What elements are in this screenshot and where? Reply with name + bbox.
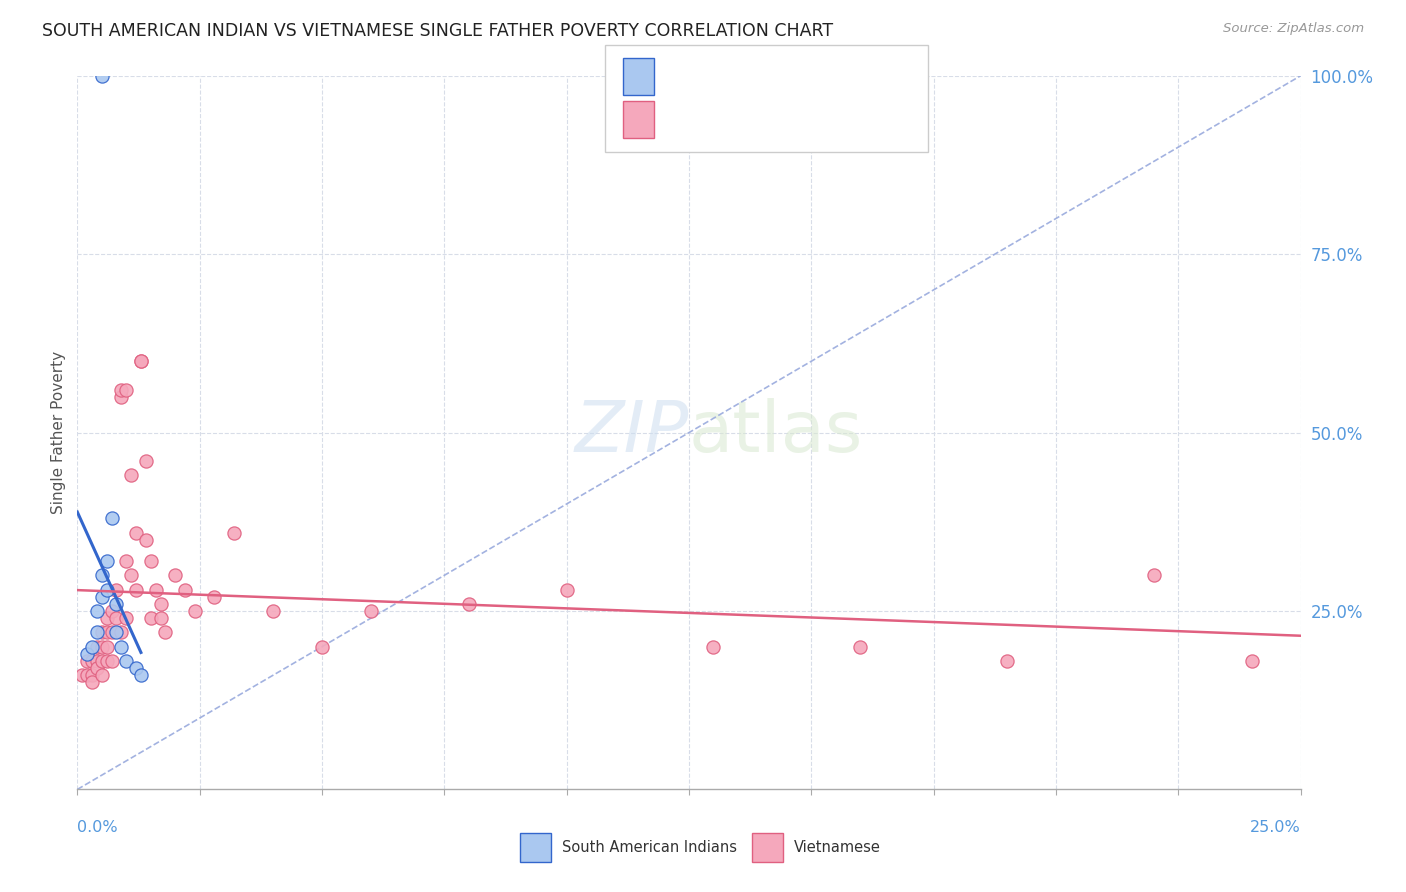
Point: [86, 604, 108, 618]
Point: [311, 640, 333, 654]
Point: [80, 640, 103, 654]
Text: R =  0.113: R = 0.113: [671, 109, 759, 127]
Point: [100, 625, 122, 640]
Point: [555, 582, 578, 597]
Text: N = 57: N = 57: [772, 109, 834, 127]
Point: [1240, 654, 1263, 668]
Point: [995, 654, 1018, 668]
Point: [120, 568, 142, 582]
Point: [86, 661, 108, 675]
Point: [105, 597, 128, 611]
Point: [262, 604, 284, 618]
Point: [849, 640, 872, 654]
Point: [90, 668, 112, 682]
Point: [174, 582, 197, 597]
Point: [125, 525, 148, 540]
Point: [76, 654, 98, 668]
Point: [222, 525, 245, 540]
Point: [135, 533, 157, 547]
Point: [115, 383, 138, 397]
Text: R = 0.272: R = 0.272: [671, 66, 754, 84]
Point: [100, 511, 122, 525]
Point: [139, 611, 162, 625]
Point: [90, 590, 112, 604]
Point: [135, 454, 157, 468]
Point: [360, 604, 382, 618]
Point: [110, 625, 132, 640]
Text: Vietnamese: Vietnamese: [794, 840, 882, 855]
Point: [76, 647, 98, 661]
Text: atlas: atlas: [689, 398, 863, 467]
Point: [105, 611, 128, 625]
Point: [100, 654, 122, 668]
Point: [149, 611, 172, 625]
Point: [202, 590, 225, 604]
Point: [96, 554, 118, 568]
Point: [115, 554, 138, 568]
Text: 25.0%: 25.0%: [1250, 821, 1301, 835]
Point: [1143, 568, 1166, 582]
Point: [70, 668, 93, 682]
Point: [105, 625, 128, 640]
Point: [105, 582, 128, 597]
Point: [120, 468, 142, 483]
Point: [110, 383, 132, 397]
Point: [129, 354, 152, 368]
Point: [76, 668, 98, 682]
Point: [80, 654, 103, 668]
Point: [149, 597, 172, 611]
Text: ZIP: ZIP: [575, 398, 689, 467]
Point: [702, 640, 724, 654]
Text: SOUTH AMERICAN INDIAN VS VIETNAMESE SINGLE FATHER POVERTY CORRELATION CHART: SOUTH AMERICAN INDIAN VS VIETNAMESE SING…: [42, 22, 834, 40]
Text: Source: ZipAtlas.com: Source: ZipAtlas.com: [1223, 22, 1364, 36]
Point: [115, 611, 138, 625]
Point: [125, 582, 148, 597]
Point: [129, 354, 152, 368]
Point: [125, 661, 148, 675]
Text: 0.0%: 0.0%: [77, 821, 118, 835]
Point: [80, 668, 103, 682]
Point: [86, 654, 108, 668]
Point: [86, 640, 108, 654]
Text: N = 16: N = 16: [772, 66, 834, 84]
Point: [90, 640, 112, 654]
Point: [110, 640, 132, 654]
Point: [80, 675, 103, 690]
Point: [90, 625, 112, 640]
Point: [110, 390, 132, 404]
Point: [165, 568, 187, 582]
Point: [90, 654, 112, 668]
Point: [96, 625, 118, 640]
Y-axis label: Single Father Poverty: Single Father Poverty: [51, 351, 66, 514]
Point: [96, 640, 118, 654]
Point: [86, 625, 108, 640]
Point: [90, 69, 112, 83]
Point: [155, 625, 177, 640]
Point: [184, 604, 207, 618]
Text: South American Indians: South American Indians: [562, 840, 737, 855]
Point: [129, 668, 152, 682]
Point: [96, 582, 118, 597]
Point: [145, 582, 167, 597]
Point: [90, 568, 112, 582]
Point: [457, 597, 479, 611]
Point: [96, 654, 118, 668]
Point: [96, 611, 118, 625]
Point: [115, 654, 138, 668]
Point: [139, 554, 162, 568]
Point: [100, 604, 122, 618]
